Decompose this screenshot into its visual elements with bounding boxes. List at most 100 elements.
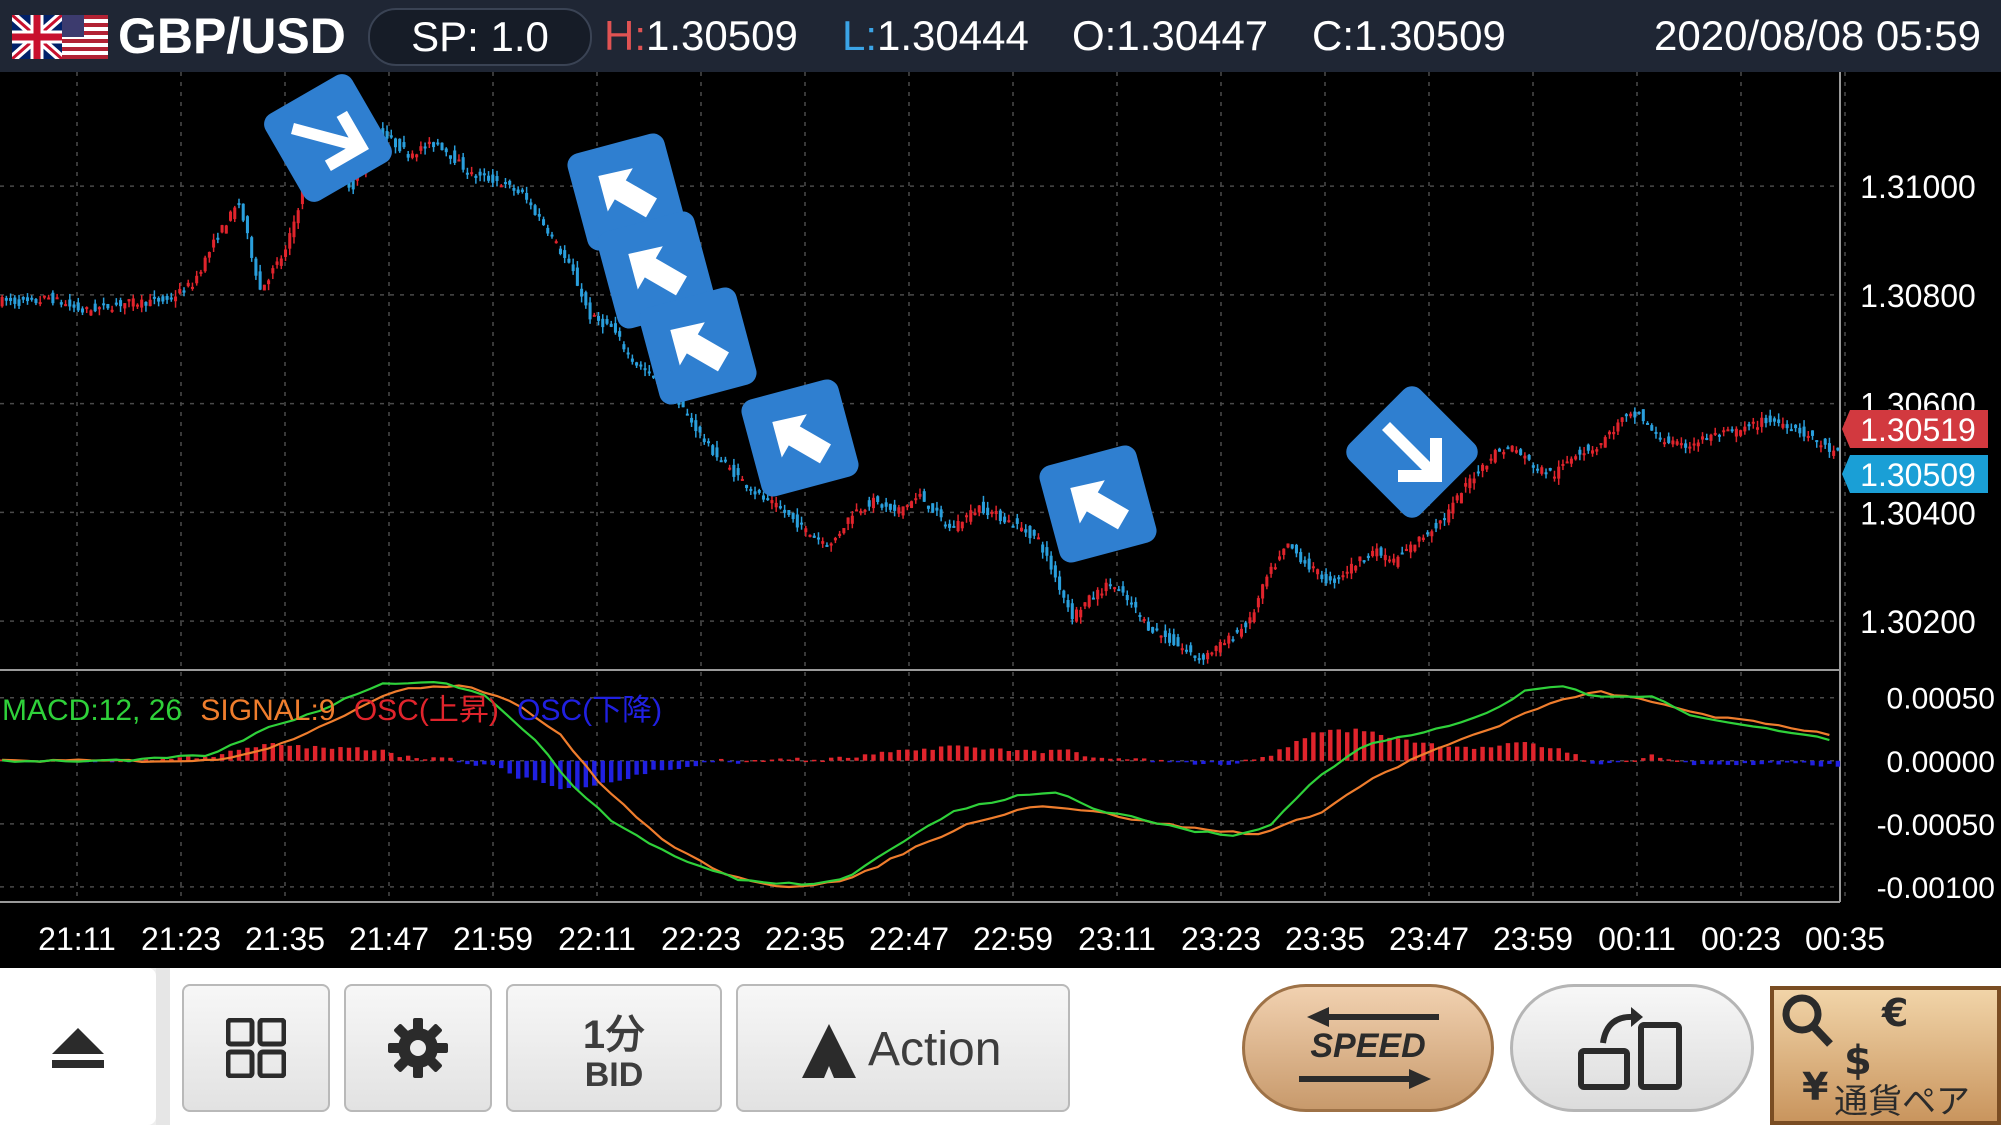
osc-bar-up	[1488, 747, 1494, 761]
action-label: Action	[868, 1023, 1002, 1076]
candle-down	[30, 297, 34, 300]
candle-up	[829, 543, 833, 546]
time-tick-label: 23:59	[1493, 921, 1573, 957]
candle-up	[1007, 520, 1011, 523]
candle-up	[38, 302, 42, 305]
osc-bar-up	[871, 754, 876, 761]
candle-up	[427, 141, 431, 145]
candle-up	[808, 534, 812, 537]
osc-bar-down	[1768, 760, 1773, 763]
osc-bar-up	[397, 757, 402, 761]
osc-bar-up	[1429, 743, 1435, 761]
osc-bar-up	[752, 760, 758, 762]
candle-up	[1223, 643, 1227, 646]
osc-bar-up	[778, 758, 783, 761]
osc-bar-up	[769, 759, 775, 762]
candle-up	[186, 282, 190, 287]
speed-order-button[interactable]: SPEED	[1242, 984, 1494, 1112]
candle-down	[825, 544, 829, 547]
candle-up	[804, 528, 808, 533]
osc-bar-up	[1454, 746, 1460, 761]
osc-bar-up	[1099, 757, 1105, 761]
candle-down	[80, 308, 85, 313]
candle-up	[1557, 466, 1561, 479]
candle-down	[495, 176, 499, 182]
candle-up	[55, 297, 59, 300]
currency-pair-button[interactable]: € $ ¥ 通貨ペア	[1770, 986, 2001, 1125]
arrow-left-icon	[639, 287, 757, 405]
candle-up	[203, 257, 207, 272]
rotate-screen-button[interactable]	[1510, 984, 1754, 1112]
osc-bar-up	[1378, 734, 1384, 761]
close-readout: C:1.30509	[1312, 0, 1506, 72]
time-axis-labels: 21:11 21:23 21:35 21:47 21:59 22:11 22:23 22:35…	[38, 921, 1885, 957]
candle-down	[1045, 547, 1049, 556]
candle-up	[977, 505, 981, 513]
candle-down	[698, 426, 702, 433]
candle-down	[736, 468, 740, 476]
action-button[interactable]: Action	[736, 984, 1070, 1112]
candle-down	[9, 297, 13, 301]
osc-bar-down	[676, 760, 682, 769]
candle-down	[537, 213, 541, 217]
osc-bar-up	[1548, 748, 1553, 761]
candle-up	[1743, 426, 1747, 432]
candle-up	[1396, 556, 1400, 567]
candle-down	[119, 300, 123, 307]
candle-down	[1032, 529, 1036, 536]
candle-down	[529, 202, 533, 206]
osc-bar-up	[820, 760, 825, 763]
candle-down	[1667, 436, 1671, 443]
candle-down	[1434, 522, 1438, 529]
settings-button[interactable]	[344, 984, 492, 1112]
osc-bar-up	[1514, 742, 1519, 761]
candle-up	[1438, 520, 1442, 524]
osc-bar-up	[262, 744, 267, 761]
osc-bar-up	[896, 749, 902, 761]
symbol-title[interactable]: GBP/USD	[118, 8, 346, 64]
osc-bar-down	[109, 760, 115, 763]
osc-bar-up	[1674, 760, 1680, 762]
osc-bar-up	[981, 749, 986, 761]
candle-down	[1121, 586, 1125, 593]
candle-down	[106, 303, 110, 309]
osc-bar-up	[922, 748, 927, 761]
osc-bar-down	[651, 760, 656, 770]
candle-up	[1392, 558, 1396, 563]
candle-up	[728, 467, 732, 470]
speed-arrows-icon	[1299, 1007, 1439, 1089]
candle-down	[1815, 440, 1819, 443]
osc-bar-up	[1116, 758, 1122, 761]
price-tick-label: 1.30200	[1860, 604, 1976, 640]
osc-bar-up	[1632, 760, 1638, 762]
candle-down	[681, 400, 685, 408]
osc-bar-up	[312, 745, 318, 761]
candle-up	[910, 501, 914, 508]
candle-down	[1836, 447, 1840, 451]
candle-down	[715, 447, 719, 458]
osc-bar-up	[279, 744, 284, 761]
candle-down	[690, 417, 694, 423]
candle-up	[224, 225, 228, 234]
candle-down	[1053, 565, 1057, 578]
candle-down	[72, 304, 76, 308]
macd-legend-osc-up: OSC(上昇)	[354, 694, 499, 727]
speed-label: SPEED	[1310, 1027, 1426, 1065]
candle-down	[761, 495, 766, 500]
candle-up	[1459, 493, 1463, 504]
candle-down	[385, 131, 389, 139]
candle-down	[453, 150, 457, 163]
osc-bar-up	[1251, 759, 1257, 761]
candle-down	[1764, 417, 1768, 424]
candle-down	[1028, 525, 1032, 539]
timeframe-button[interactable]: 1分 BID	[506, 984, 722, 1112]
candle-down	[13, 297, 17, 304]
layout-button[interactable]	[182, 984, 330, 1112]
candle-down	[1810, 430, 1815, 436]
eject-button[interactable]	[0, 968, 156, 1125]
candle-up	[233, 207, 237, 220]
candle-down	[1794, 424, 1798, 429]
candle-up	[1819, 445, 1823, 448]
osc-bar-up	[1032, 750, 1037, 761]
